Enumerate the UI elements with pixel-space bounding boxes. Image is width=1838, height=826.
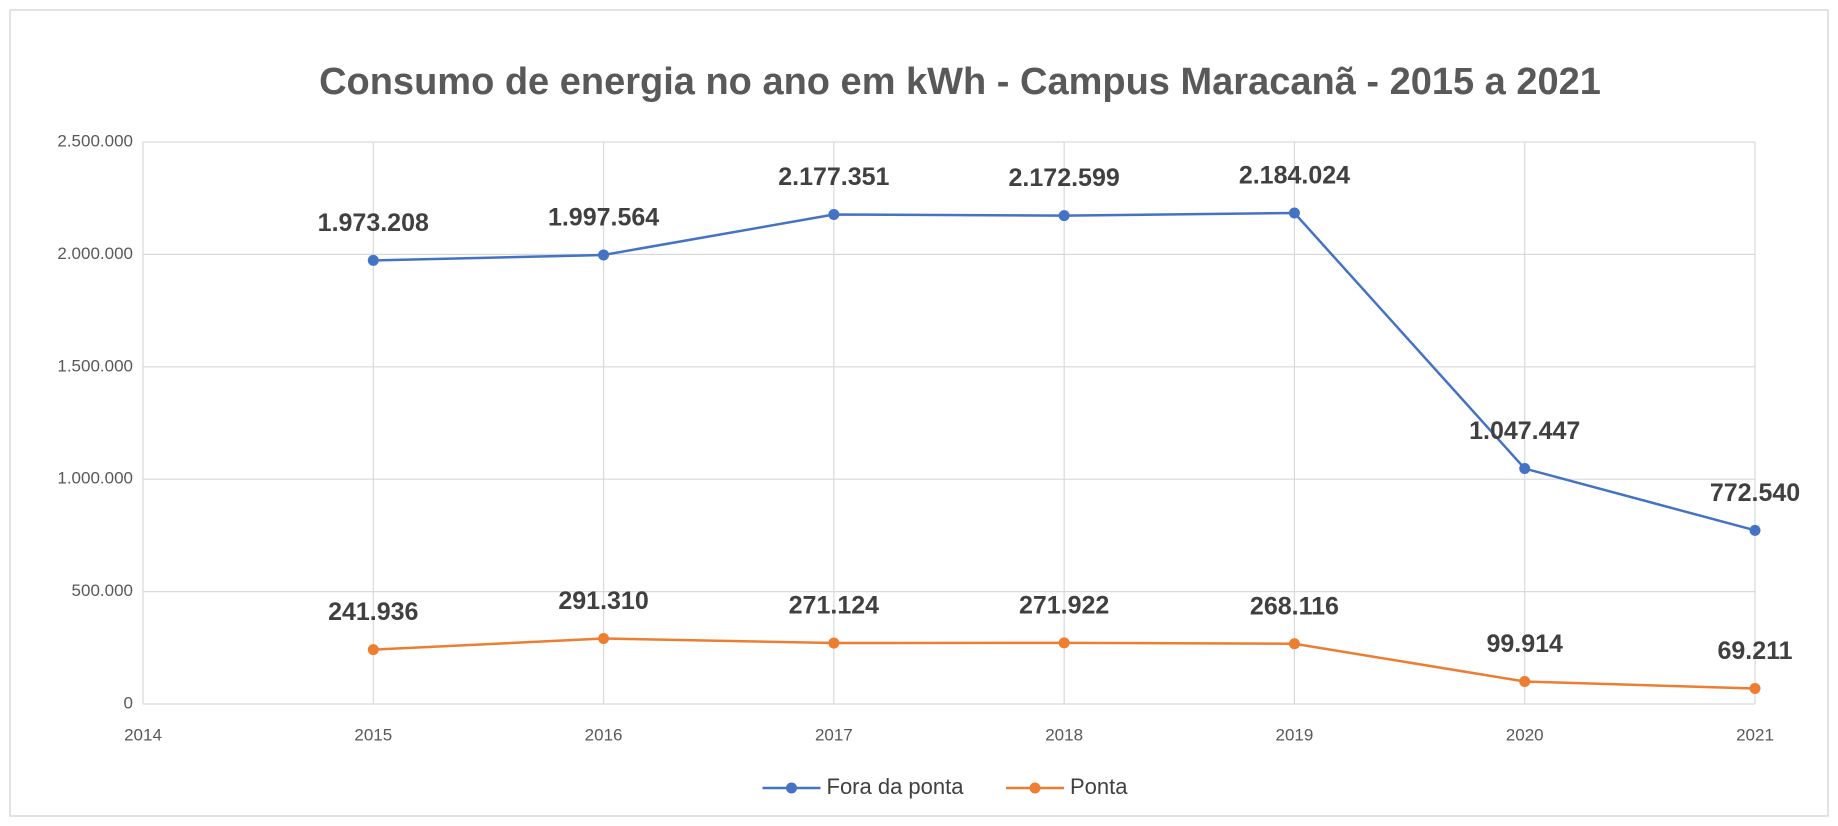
point <box>1749 682 1761 694</box>
data-label: 2.177.351 <box>778 163 889 191</box>
y-tick-label: 1.500.000 <box>57 356 133 375</box>
x-tick-label: 2017 <box>815 725 853 744</box>
y-tick-label: 0 <box>124 693 133 712</box>
legend-label: Ponta <box>1070 774 1128 799</box>
point <box>828 637 840 649</box>
chart-title: Consumo de energia no ano em kWh - Campu… <box>319 61 1601 103</box>
x-tick-label: 2015 <box>354 725 392 744</box>
data-label: 1.047.447 <box>1469 417 1580 445</box>
point <box>1749 524 1761 536</box>
data-label: 99.914 <box>1486 630 1563 658</box>
data-label: 1.997.564 <box>548 204 659 232</box>
point <box>1519 676 1531 688</box>
y-tick-label: 2.000.000 <box>57 244 133 263</box>
data-label: 2.184.024 <box>1239 162 1350 190</box>
y-tick-label: 2.500.000 <box>57 131 133 150</box>
x-tick-label: 2019 <box>1276 725 1314 744</box>
point <box>367 254 379 266</box>
point <box>1519 463 1531 475</box>
y-tick-label: 500.000 <box>72 581 133 600</box>
data-label: 268.116 <box>1250 592 1339 620</box>
data-label: 271.922 <box>1019 591 1109 619</box>
x-tick-label: 2021 <box>1736 725 1774 744</box>
point <box>1058 210 1070 222</box>
data-label: 271.124 <box>789 592 879 620</box>
data-label: 2.172.599 <box>1009 164 1120 192</box>
point <box>828 209 840 221</box>
legend-label: Fora da ponta <box>827 774 965 799</box>
legend-marker <box>1029 782 1041 794</box>
x-tick-label: 2020 <box>1506 725 1544 744</box>
point <box>1288 638 1300 650</box>
legend-marker <box>786 782 797 794</box>
x-tick-label: 2016 <box>585 725 623 744</box>
y-tick-label: 1.000.000 <box>57 469 133 488</box>
point <box>1058 637 1070 649</box>
data-label: 241.936 <box>328 598 418 626</box>
point <box>598 633 610 645</box>
chart-border <box>9 9 1829 817</box>
data-label: 772.540 <box>1710 479 1800 507</box>
data-label: 1.973.208 <box>318 209 429 237</box>
point <box>598 249 610 261</box>
x-tick-label: 2014 <box>124 725 162 744</box>
data-label: 69.211 <box>1717 637 1792 665</box>
point <box>367 644 379 656</box>
data-label: 291.310 <box>558 587 648 615</box>
point <box>1288 207 1300 219</box>
x-tick-label: 2018 <box>1045 725 1083 744</box>
